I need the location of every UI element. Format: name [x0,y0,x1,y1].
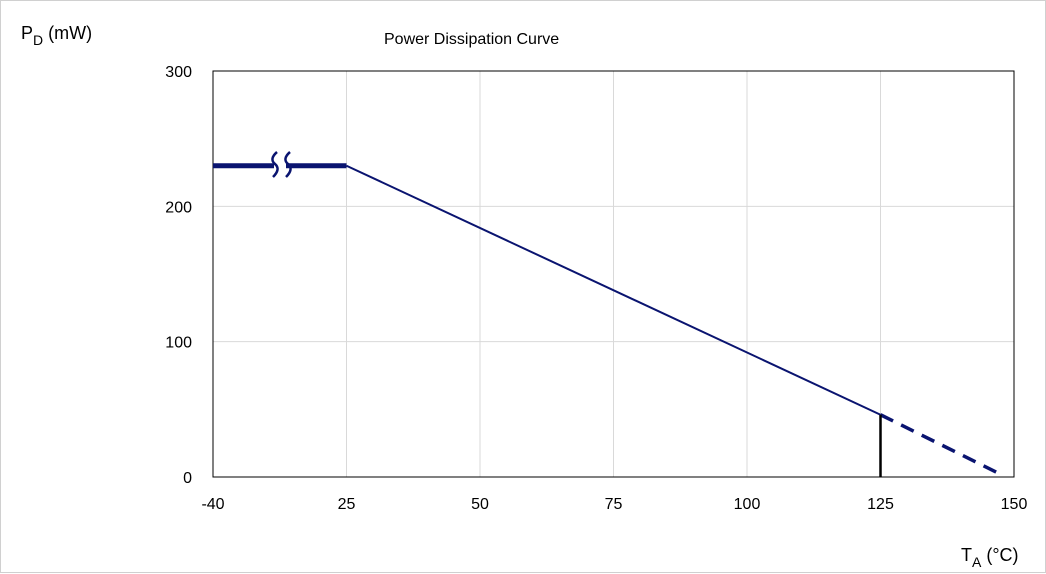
x-tick-label: 125 [867,496,894,513]
grid [213,71,1014,477]
y-axis-label-main: P [21,23,33,43]
y-axis-label-unit: (mW) [43,23,92,43]
y-tick-label: 200 [165,199,192,216]
series-line-dashed [879,413,999,475]
y-tick-label: 300 [165,64,192,81]
axis-break-icon [271,151,292,178]
y-tick-label: 0 [183,470,192,487]
y-axis-label-sub: D [33,32,43,48]
x-axis-label-unit: (°C) [981,545,1018,565]
x-tick-label: 50 [471,496,489,513]
x-axis-label-main: T [961,545,972,565]
x-tick-label: 75 [605,496,623,513]
plot-area [212,70,1015,478]
x-tick-label: 150 [1001,496,1028,513]
x-axis-label-sub: A [972,554,982,570]
x-tick-label: 100 [734,496,761,513]
y-axis-label: PD (mW) [21,23,92,48]
series-line-solid [346,164,881,416]
tick-labels: -40 25 50 75 100 125 150 0 100 200 300 [165,64,1027,513]
chart-title: Power Dissipation Curve [384,31,559,48]
x-axis-label: TA (°C) [961,545,1019,570]
x-tick-label: 25 [338,496,356,513]
y-tick-label: 100 [165,335,192,352]
x-tick-label: -40 [201,496,224,513]
